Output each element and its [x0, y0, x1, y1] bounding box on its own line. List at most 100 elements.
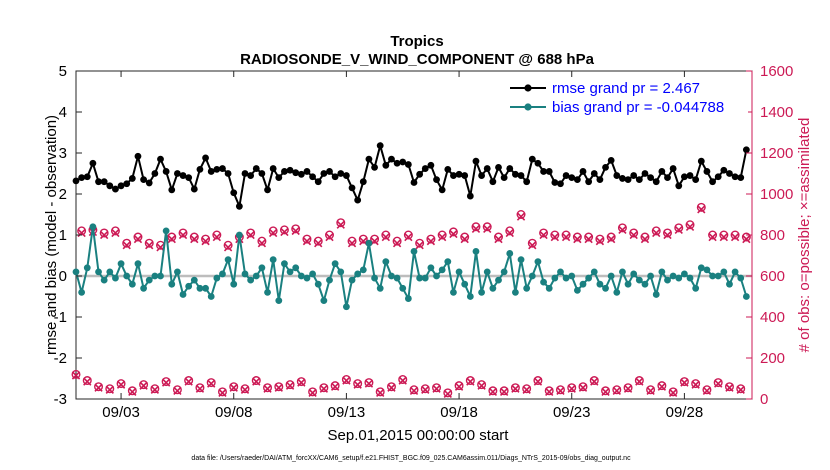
obs-assimilated-point	[697, 205, 706, 214]
y-left-tick-label: 4	[59, 104, 67, 121]
y-left-tick-label: -3	[54, 391, 67, 408]
bias-point	[376, 284, 384, 292]
obs-assimilated-point	[319, 384, 329, 393]
bias-point	[207, 293, 215, 300]
rmse-point	[466, 192, 474, 200]
obs-possible-point	[184, 376, 194, 386]
rmse-point	[624, 176, 632, 184]
obs-possible-point	[291, 224, 301, 234]
obs-assimilated-point	[652, 228, 661, 238]
obs-possible-point	[629, 228, 639, 238]
obs-assimilated-point	[190, 234, 199, 244]
rmse-point	[709, 178, 716, 186]
obs-assimilated-point	[714, 379, 723, 388]
obs-assimilated-point	[421, 385, 430, 394]
obs-possible-point	[195, 383, 205, 393]
rmse-point	[461, 172, 469, 179]
rmse-point	[652, 178, 660, 186]
rmse-point	[292, 169, 300, 177]
y-right-tick-label: 1200	[760, 145, 793, 162]
bias-point	[106, 268, 114, 276]
obs-possible-point	[217, 387, 227, 397]
bias-point	[579, 280, 587, 288]
rmse-point	[382, 161, 390, 169]
obs-assimilated-point	[511, 384, 520, 393]
obs-possible-point	[668, 387, 678, 397]
rmse-point	[314, 178, 322, 186]
obs-assimilated-point	[499, 387, 509, 396]
rmse-point	[297, 170, 305, 178]
obs-assimilated-point	[545, 387, 554, 396]
rmse-point	[207, 168, 215, 175]
x-tick-label: 09/03	[102, 404, 140, 421]
obs-possible-point	[432, 383, 442, 393]
obs-assimilated-point	[139, 381, 148, 390]
obs-assimilated-point	[640, 234, 650, 244]
bias-point	[635, 276, 643, 284]
obs-assimilated-point	[207, 379, 216, 388]
rmse-point	[635, 176, 643, 184]
bias-point	[551, 274, 559, 282]
rmse-point	[602, 163, 609, 171]
bias-point	[72, 268, 80, 276]
obs-possible-point	[471, 222, 481, 232]
bias-point	[258, 264, 266, 272]
rmse-point	[100, 178, 108, 186]
obs-assimilated-point	[133, 234, 143, 244]
obs-assimilated-point	[212, 232, 221, 242]
obs-possible-point	[685, 220, 695, 230]
bias-point	[320, 297, 328, 304]
obs-possible-point	[477, 380, 487, 390]
bias-point	[117, 260, 125, 268]
rmse-point	[579, 168, 587, 175]
obs-assimilated-point	[505, 228, 514, 238]
obs-possible-point	[713, 378, 723, 388]
obs-possible-point	[601, 386, 611, 396]
rmse-point	[692, 176, 700, 184]
rmse-point	[388, 155, 395, 163]
chart-subtitle: RADIOSONDE_V_WIND_COMPONENT @ 688 hPa	[240, 51, 595, 68]
obs-possible-point	[99, 228, 109, 238]
bias-point	[590, 268, 598, 276]
bias-point	[714, 272, 722, 280]
bias-point	[399, 284, 407, 292]
obs-possible-point	[527, 238, 537, 248]
obs-assimilated-point	[466, 377, 475, 386]
obs-assimilated-point	[257, 239, 267, 248]
rmse-point	[337, 170, 345, 177]
obs-possible-point	[240, 384, 250, 394]
bias-point	[354, 270, 362, 278]
bias-point	[174, 268, 181, 276]
bias-point	[602, 284, 609, 292]
obs-possible-point	[150, 384, 160, 394]
y-right-tick-label: 200	[760, 350, 785, 367]
rmse-point	[669, 165, 677, 172]
rmse-point	[512, 170, 519, 178]
rmse-point	[664, 174, 671, 182]
x-tick-label: 09/13	[328, 404, 366, 421]
bias-point	[89, 223, 97, 231]
rmse-point	[686, 172, 694, 179]
rmse-point	[455, 170, 463, 178]
obs-possible-point	[415, 238, 425, 248]
rmse-point	[726, 170, 733, 177]
obs-assimilated-point	[218, 388, 227, 398]
bias-point	[286, 268, 294, 276]
bias-point	[450, 289, 457, 296]
bias-point	[731, 268, 739, 276]
rmse-point	[252, 165, 260, 172]
bias-point	[371, 274, 378, 282]
obs-possible-point	[494, 232, 504, 242]
obs-assimilated-point	[392, 239, 402, 248]
obs-possible-point	[516, 209, 526, 219]
obs-assimilated-point	[100, 230, 109, 240]
obs-possible-point	[736, 384, 746, 394]
rmse-point	[331, 173, 339, 181]
obs-assimilated-point	[116, 380, 126, 389]
bias-point	[692, 284, 700, 292]
obs-assimilated-point	[719, 232, 728, 242]
obs-possible-point	[510, 383, 520, 393]
bias-point	[179, 291, 187, 298]
bias-point	[545, 284, 553, 292]
obs-assimilated-point	[201, 236, 210, 246]
